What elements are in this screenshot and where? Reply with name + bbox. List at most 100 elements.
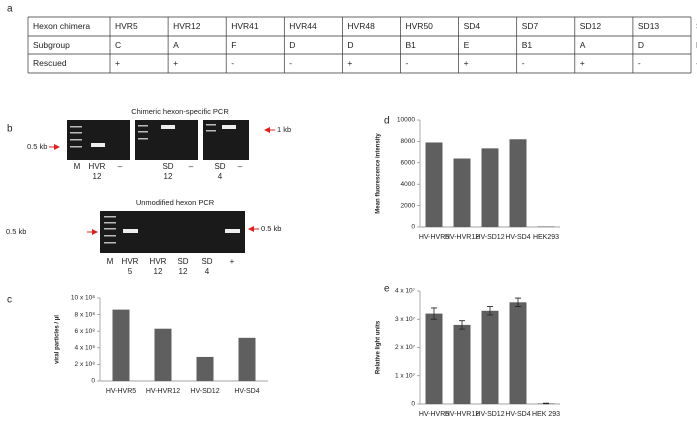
x-tick-label: HV-HVR12 bbox=[146, 388, 180, 395]
table-cell: HVR5 bbox=[115, 21, 138, 31]
bar bbox=[481, 148, 499, 227]
lane-label: 5 bbox=[128, 267, 133, 276]
y-tick-label: 2 x 10⁸ bbox=[75, 361, 96, 368]
lane-label: 12 bbox=[179, 267, 188, 276]
table-cell: - bbox=[289, 58, 292, 68]
bar bbox=[537, 226, 555, 227]
lane-label: HVR bbox=[122, 257, 139, 266]
table-cell: F bbox=[231, 40, 236, 50]
table-cell: + bbox=[173, 58, 178, 68]
lane-label: SD bbox=[214, 162, 225, 171]
lane-label: SD bbox=[162, 162, 173, 171]
x-tick-label: HV-HVR5 bbox=[419, 411, 449, 418]
table-cell: - bbox=[638, 58, 641, 68]
table-cell: + bbox=[347, 58, 352, 68]
bar bbox=[425, 313, 443, 404]
lane-label: SD bbox=[177, 257, 188, 266]
y-axis-label: Mean fluorescence intensity bbox=[376, 133, 382, 214]
y-tick-label: 1 x 10⁷ bbox=[395, 372, 416, 379]
lane-label: + bbox=[230, 257, 235, 266]
table-cell: HVR44 bbox=[289, 21, 317, 31]
y-tick-label: 4000 bbox=[401, 181, 416, 188]
x-tick-label: HEK 293 bbox=[532, 411, 560, 418]
y-tick-label: 0 bbox=[411, 224, 415, 231]
panel-label: e bbox=[384, 284, 390, 295]
table-cell: HVR12 bbox=[173, 21, 201, 31]
y-tick-label: 4 x 10⁸ bbox=[75, 345, 96, 352]
gel-title: Unmodified hexon PCR bbox=[136, 198, 215, 207]
bar bbox=[509, 302, 527, 404]
marker-arrows bbox=[49, 127, 275, 235]
table-cell: - bbox=[231, 58, 234, 68]
lane-label: 4 bbox=[218, 172, 223, 181]
panel-label: c bbox=[7, 295, 12, 306]
table-cell: - bbox=[406, 58, 409, 68]
table-cell: HVR50 bbox=[406, 21, 434, 31]
table-cell: D bbox=[289, 40, 295, 50]
table-cell: A bbox=[580, 40, 586, 50]
table-cell: B1 bbox=[522, 40, 533, 50]
bar bbox=[425, 142, 443, 227]
table-cell: + bbox=[115, 58, 120, 68]
bar bbox=[481, 310, 499, 404]
x-tick-label: HV-HVR12 bbox=[445, 411, 479, 418]
table-cell: HVR48 bbox=[347, 21, 375, 31]
y-axis-label: Relative light units bbox=[376, 320, 382, 374]
size-marker: 0.5 kb bbox=[27, 142, 47, 151]
table-cell: B1 bbox=[406, 40, 417, 50]
bar bbox=[154, 328, 172, 381]
bar bbox=[196, 356, 214, 381]
error-bar bbox=[543, 402, 549, 405]
lane-label: HVR bbox=[89, 162, 106, 171]
y-tick-label: 0 bbox=[411, 401, 415, 408]
y-tick-label: 6000 bbox=[401, 160, 416, 167]
table-cell: A bbox=[173, 40, 179, 50]
x-tick-label: HV-HVR5 bbox=[419, 234, 449, 241]
size-marker: 1 kb bbox=[277, 125, 291, 134]
bar bbox=[112, 309, 130, 381]
panel-label: b bbox=[7, 124, 13, 135]
table-cell: Subgroup bbox=[33, 40, 70, 50]
table-cell: Hexon chimera bbox=[33, 21, 90, 31]
bar bbox=[238, 337, 256, 381]
table-cell: SD7 bbox=[522, 21, 539, 31]
table-cell: D bbox=[347, 40, 353, 50]
error-bar bbox=[459, 320, 465, 330]
lane-label: 12 bbox=[164, 172, 173, 181]
lane-label: M bbox=[74, 162, 81, 171]
y-tick-label: 3 x 10⁷ bbox=[395, 316, 416, 323]
x-tick-label: HV-SD12 bbox=[475, 411, 504, 418]
lane-label: 12 bbox=[93, 172, 102, 181]
table-cell: SD12 bbox=[580, 21, 602, 31]
x-tick-label: HEK293 bbox=[533, 234, 559, 241]
gel-image bbox=[100, 211, 245, 253]
table-cell: + bbox=[580, 58, 585, 68]
table-cell: SD4 bbox=[464, 21, 481, 31]
size-marker: 0.5 kb bbox=[261, 224, 281, 233]
error-bar bbox=[515, 297, 521, 307]
bar bbox=[453, 158, 471, 227]
y-tick-label: 8 x 10⁸ bbox=[75, 311, 96, 318]
lane-label: M bbox=[107, 257, 114, 266]
lane-label: – bbox=[238, 162, 243, 171]
bar bbox=[453, 324, 471, 404]
table-cell: C bbox=[115, 40, 121, 50]
y-tick-label: 2000 bbox=[401, 202, 416, 209]
x-tick-label: HV-HVR5 bbox=[106, 388, 136, 395]
x-tick-label: HV-SD12 bbox=[190, 388, 219, 395]
table-cell: + bbox=[464, 58, 469, 68]
y-tick-label: 4 x 10⁷ bbox=[395, 288, 416, 295]
y-tick-label: 0 bbox=[91, 378, 95, 385]
y-axis-label: viral particles / µl bbox=[55, 315, 61, 364]
lane-label: – bbox=[189, 162, 194, 171]
y-tick-label: 10 x 10⁸ bbox=[71, 295, 95, 302]
gel-title: Chimeric hexon-specific PCR bbox=[131, 107, 229, 116]
y-tick-label: 10000 bbox=[397, 117, 415, 124]
lane-label: – bbox=[118, 162, 123, 171]
lane-label: 12 bbox=[154, 267, 163, 276]
y-tick-label: 6 x 10⁸ bbox=[75, 328, 96, 335]
lane-label: HVR bbox=[150, 257, 167, 266]
y-tick-label: 2 x 10⁷ bbox=[395, 344, 416, 351]
